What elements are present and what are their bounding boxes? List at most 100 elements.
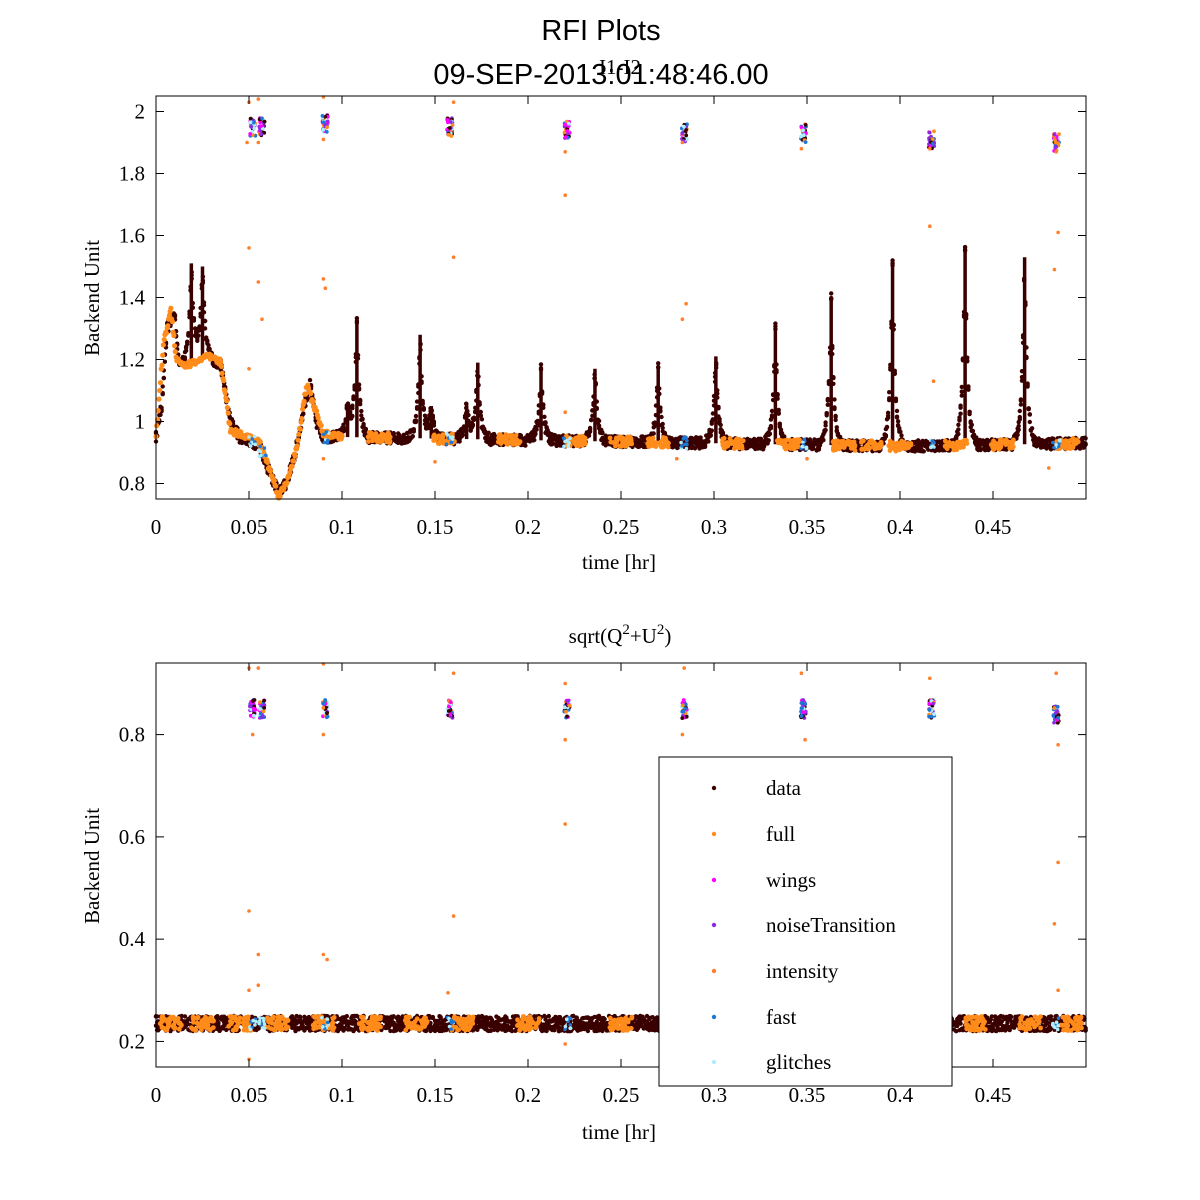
glitch-point: [568, 436, 572, 441]
data-point: [543, 420, 548, 425]
full-point: [787, 437, 793, 443]
glitch-point: [248, 444, 253, 448]
full-point: [1067, 438, 1072, 444]
data-point: [710, 417, 716, 422]
intensity-outlier: [928, 224, 932, 228]
full-point: [281, 485, 287, 491]
full-point: [894, 441, 899, 447]
data-point: [185, 339, 190, 345]
data-point: [414, 399, 420, 404]
full-point: [159, 362, 165, 368]
data-point: [542, 414, 547, 419]
full-point: [366, 430, 372, 435]
y-tick-label: 1.4: [119, 286, 146, 310]
full-point: [991, 445, 996, 451]
full-point: [621, 443, 627, 448]
y-tick-label: 1.8: [119, 162, 145, 186]
figure-title: RFI Plots: [541, 15, 660, 47]
outlier-cluster-point: [932, 129, 936, 134]
data-point: [967, 411, 972, 417]
outlier-cluster-point: [801, 128, 805, 133]
full-point: [645, 441, 651, 446]
data-point: [709, 428, 714, 433]
data-point: [350, 413, 355, 419]
glitch-point: [1051, 440, 1055, 445]
data-point: [660, 421, 665, 427]
data-point: [1017, 408, 1022, 414]
data-point: [553, 433, 558, 438]
panel-top-ticks: 0 0.05 0.1 0.15 0.2 0.25 0.3 0.35 0.4 0.450.811.2…: [119, 96, 1086, 539]
full-point: [155, 408, 161, 414]
full-point: [366, 439, 371, 444]
data-point: [360, 417, 365, 422]
panel-top-xlabel: time [hr]: [582, 550, 656, 574]
data-point: [1016, 427, 1021, 432]
full-point: [300, 406, 306, 412]
outlier-cluster-point: [262, 119, 267, 124]
data-point: [706, 439, 711, 444]
data-point: [460, 432, 466, 438]
data-point: [702, 444, 708, 449]
data-point: [766, 438, 771, 443]
full-point: [739, 444, 744, 450]
full-point: [723, 444, 728, 450]
full-point: [1008, 445, 1014, 451]
glitch-point: [322, 440, 327, 445]
outlier-cluster-point: [448, 120, 453, 124]
data-point: [887, 390, 892, 395]
outlier-cluster-point: [259, 132, 263, 137]
full-point: [901, 444, 906, 449]
intensity-outlier: [321, 277, 326, 281]
panel-top: I1-I2 0 0.05 0.1 0.15 0.2 0.25 0.3 0.35 0.4 0.450…: [80, 55, 1088, 574]
data-point: [344, 1014, 349, 1019]
intensity-outlier: [321, 456, 326, 461]
full-point: [850, 439, 856, 445]
full-point: [504, 435, 510, 441]
glitch-point: [258, 449, 263, 454]
glitch-point: [258, 444, 262, 449]
full-point: [733, 437, 739, 442]
data-point: [825, 402, 830, 407]
full-point: [287, 469, 293, 476]
full-point: [654, 440, 659, 446]
data-point: [659, 414, 664, 420]
intensity-outlier: [433, 460, 437, 464]
full-point: [1003, 437, 1009, 443]
data-point: [974, 435, 979, 440]
full-point: [296, 431, 302, 437]
data-point: [899, 433, 904, 438]
intensity-outlier: [451, 100, 456, 104]
panel-top-marks: [153, 95, 1088, 501]
data-point: [720, 431, 726, 436]
full-point: [1067, 446, 1073, 451]
data-point: [160, 384, 165, 389]
full-point: [946, 440, 952, 445]
glitch-point: [931, 440, 936, 445]
outlier-cluster-point: [251, 120, 256, 125]
glitch-point: [253, 442, 257, 447]
glitch-point: [1058, 438, 1062, 443]
outlier-cluster-point: [803, 123, 808, 127]
intensity-outlier: [451, 255, 456, 259]
data-point: [1029, 426, 1035, 431]
full-point: [506, 439, 512, 445]
full-point: [318, 422, 324, 428]
data-point: [887, 397, 892, 403]
data-point: [305, 396, 310, 401]
title-sup: 2: [657, 622, 665, 638]
full-point: [836, 443, 841, 449]
intensity-outlier: [260, 317, 264, 322]
data-point: [307, 377, 313, 383]
full-point: [607, 435, 613, 441]
full-point: [662, 441, 668, 447]
full-point: [284, 480, 290, 486]
outlier-cluster-point: [248, 132, 253, 136]
data-point: [216, 1020, 221, 1026]
full-point: [777, 437, 783, 443]
data-point: [195, 338, 200, 343]
data-point: [894, 414, 900, 419]
panel-bottom-title: sqrt(Q2+U2): [569, 622, 672, 648]
intensity-outlier: [1056, 230, 1060, 235]
full-point: [163, 330, 169, 336]
data-point: [587, 427, 593, 432]
